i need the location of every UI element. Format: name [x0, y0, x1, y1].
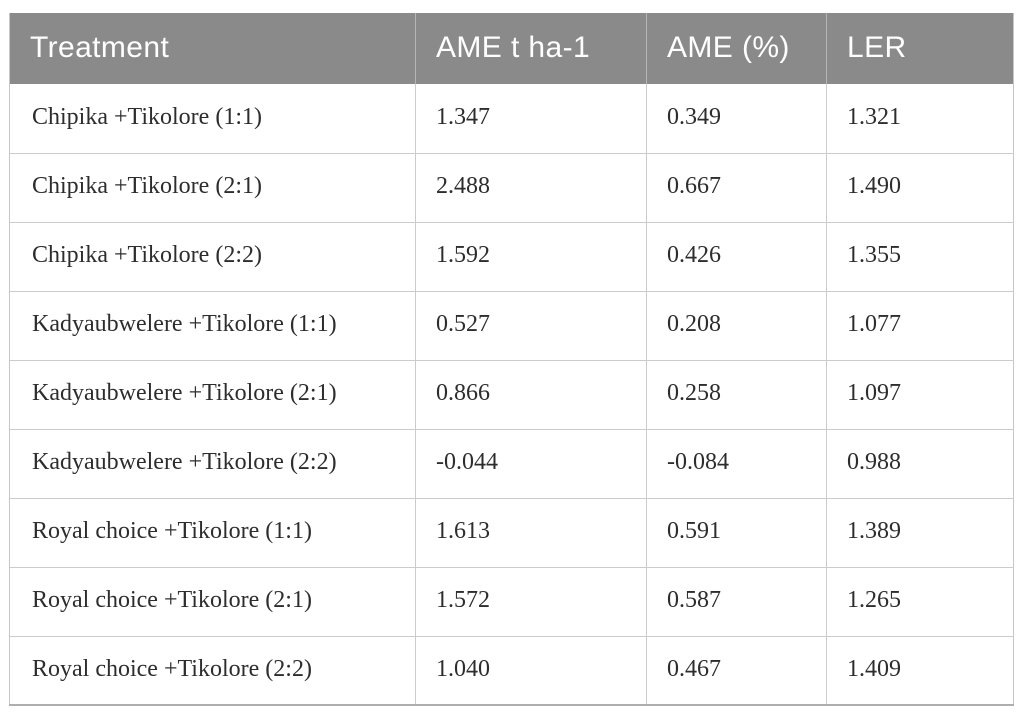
- table-row: Chipika +Tikolore (1:1) 1.347 0.349 1.32…: [9, 84, 1014, 153]
- ler-cell: 1.409: [826, 635, 1014, 705]
- ler-cell: 1.490: [826, 152, 1014, 222]
- table-row: Chipika +Tikolore (2:2) 1.592 0.426 1.35…: [9, 221, 1014, 291]
- treatment-cell: Chipika +Tikolore (1:1): [9, 84, 416, 153]
- ler-cell: 1.355: [826, 221, 1014, 291]
- ame-pct-cell: 0.208: [646, 290, 827, 360]
- results-table: Treatment AME t ha-1 AME (%) LER Chipika…: [9, 13, 1014, 706]
- ame-pct-cell: 0.258: [646, 359, 827, 429]
- ame-t-ha-cell: 0.527: [415, 290, 647, 360]
- column-header-ler: LER: [826, 13, 1014, 84]
- ame-t-ha-cell: 1.572: [415, 566, 647, 636]
- ame-t-ha-cell: 1.592: [415, 221, 647, 291]
- table-row: Chipika +Tikolore (2:1) 2.488 0.667 1.49…: [9, 152, 1014, 222]
- treatment-cell: Royal choice +Tikolore (2:1): [9, 566, 416, 636]
- ler-cell: 1.321: [826, 84, 1014, 153]
- treatment-cell: Kadyaubwelere +Tikolore (2:2): [9, 428, 416, 498]
- ame-t-ha-cell: 1.040: [415, 635, 647, 705]
- ame-pct-cell: -0.084: [646, 428, 827, 498]
- ame-t-ha-cell: -0.044: [415, 428, 647, 498]
- treatment-cell: Chipika +Tikolore (2:2): [9, 221, 416, 291]
- treatment-cell: Royal choice +Tikolore (1:1): [9, 497, 416, 567]
- ame-t-ha-cell: 1.613: [415, 497, 647, 567]
- header-row: Treatment AME t ha-1 AME (%) LER: [9, 13, 1014, 84]
- ler-cell: 1.265: [826, 566, 1014, 636]
- table-body: Chipika +Tikolore (1:1) 1.347 0.349 1.32…: [9, 84, 1014, 705]
- treatment-cell: Kadyaubwelere +Tikolore (2:1): [9, 359, 416, 429]
- ame-t-ha-cell: 2.488: [415, 152, 647, 222]
- table-row: Royal choice +Tikolore (1:1) 1.613 0.591…: [9, 497, 1014, 567]
- column-header-ame-pct: AME (%): [646, 13, 827, 84]
- treatment-cell: Royal choice +Tikolore (2:2): [9, 635, 416, 705]
- ame-t-ha-cell: 0.866: [415, 359, 647, 429]
- table-row: Kadyaubwelere +Tikolore (2:2) -0.044 -0.…: [9, 428, 1014, 498]
- table-row: Royal choice +Tikolore (2:1) 1.572 0.587…: [9, 566, 1014, 636]
- treatment-cell: Chipika +Tikolore (2:1): [9, 152, 416, 222]
- table-row: Royal choice +Tikolore (2:2) 1.040 0.467…: [9, 635, 1014, 705]
- ler-cell: 1.097: [826, 359, 1014, 429]
- ame-t-ha-cell: 1.347: [415, 84, 647, 153]
- ler-cell: 1.077: [826, 290, 1014, 360]
- column-header-ame-t-ha: AME t ha-1: [415, 13, 647, 84]
- table-header: Treatment AME t ha-1 AME (%) LER: [9, 13, 1014, 84]
- treatment-cell: Kadyaubwelere +Tikolore (1:1): [9, 290, 416, 360]
- ame-pct-cell: 0.467: [646, 635, 827, 705]
- ame-pct-cell: 0.349: [646, 84, 827, 153]
- ame-pct-cell: 0.667: [646, 152, 827, 222]
- ler-cell: 1.389: [826, 497, 1014, 567]
- ame-pct-cell: 0.587: [646, 566, 827, 636]
- table-row: Kadyaubwelere +Tikolore (2:1) 0.866 0.25…: [9, 359, 1014, 429]
- table-row: Kadyaubwelere +Tikolore (1:1) 0.527 0.20…: [9, 290, 1014, 360]
- ler-cell: 0.988: [826, 428, 1014, 498]
- ame-pct-cell: 0.426: [646, 221, 827, 291]
- ame-pct-cell: 0.591: [646, 497, 827, 567]
- column-header-treatment: Treatment: [9, 13, 416, 84]
